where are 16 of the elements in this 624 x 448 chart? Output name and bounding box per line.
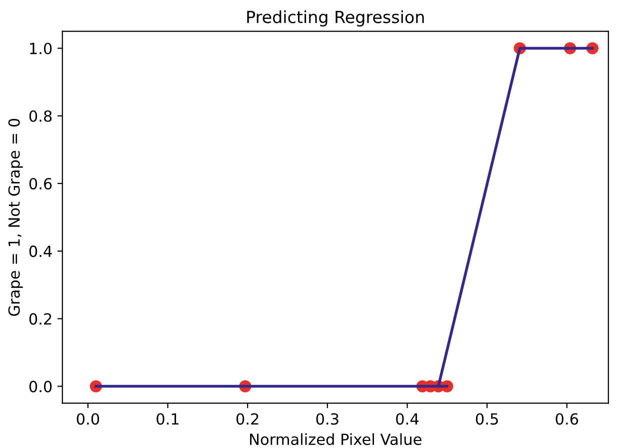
x-tick-label: 0.1 xyxy=(156,413,179,425)
y-tick-label: 0.4 xyxy=(29,246,52,258)
x-tick-label: 0.2 xyxy=(236,413,258,425)
x-tick-label: 0.4 xyxy=(396,413,419,425)
y-tick-label: 0.0 xyxy=(29,380,52,392)
y-tick-label: 1.0 xyxy=(30,42,52,54)
x-axis-title: Normalized Pixel Value xyxy=(250,433,422,446)
y-tick-label: 0.2 xyxy=(29,313,52,325)
x-tick-label: 0.3 xyxy=(316,413,338,425)
y-tick-label: 0.8 xyxy=(29,110,52,122)
y-axis-title: Grape = 1, Not Grape = 0 xyxy=(8,118,23,316)
x-tick-label: 0.5 xyxy=(476,413,498,425)
x-tick-label: 0.0 xyxy=(76,413,100,425)
chart-title: Predicting Regression xyxy=(247,10,424,26)
x-tick-label: 0.6 xyxy=(556,413,578,425)
y-tick-label: 0.6 xyxy=(29,178,52,190)
